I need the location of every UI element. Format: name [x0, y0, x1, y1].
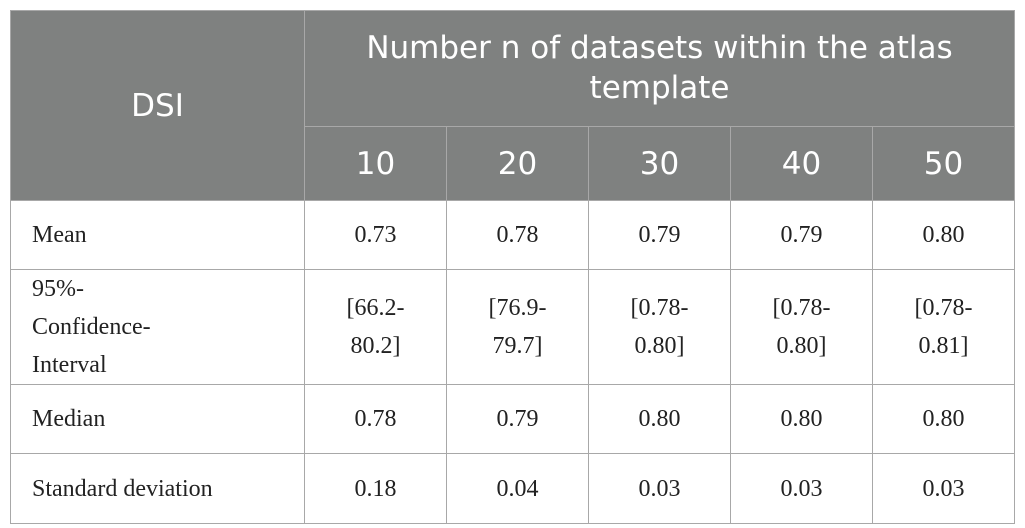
table-cell: 0.73 [304, 200, 447, 270]
table-cell: 0.78 [304, 384, 447, 454]
table-header: DSI Number n of datasets within the atla… [10, 10, 1016, 201]
row-header-dsi: DSI [10, 10, 305, 201]
table-cell: 0.80 [871, 200, 1016, 270]
row-label-standard-deviation: Standard deviation [10, 453, 305, 524]
table-row-mean: Mean 0.73 0.78 0.79 0.79 0.80 [10, 200, 1016, 270]
results-table: DSI Number n of datasets within the atla… [10, 10, 1016, 524]
table-row-standard-deviation: Standard deviation 0.18 0.04 0.03 0.03 0… [10, 453, 1016, 524]
table-cell: [0.78-0.80] [730, 269, 873, 385]
table-cell: 0.03 [730, 453, 873, 524]
column-header-20: 20 [446, 126, 589, 201]
header-row-top: DSI Number n of datasets within the atla… [10, 10, 1016, 201]
group-header-datasets: Number n of datasets within the atlas te… [303, 10, 1016, 127]
table-body: Mean 0.73 0.78 0.79 0.79 0.80 95%-Confid… [10, 200, 1016, 524]
table-cell: 0.79 [588, 200, 731, 270]
column-header-10: 10 [304, 126, 447, 201]
table-cell: 0.80 [871, 384, 1016, 454]
row-label-mean: Mean [10, 200, 305, 270]
table-cell: 0.18 [304, 453, 447, 524]
table-cell: 0.80 [588, 384, 731, 454]
header-row-columns: 10 20 30 40 50 [11, 126, 1016, 201]
column-header-50: 50 [871, 126, 1016, 201]
row-label-median: Median [10, 384, 305, 454]
column-header-30: 30 [588, 126, 731, 201]
table-cell: 0.03 [871, 453, 1016, 524]
table-cell: 0.79 [730, 200, 873, 270]
table-row-median: Median 0.78 0.79 0.80 0.80 0.80 [10, 384, 1016, 454]
table-cell: [0.78-0.80] [588, 269, 731, 385]
table-cell: 0.80 [730, 384, 873, 454]
table-cell: 0.04 [446, 453, 589, 524]
table-cell: [76.9-79.7] [446, 269, 589, 385]
row-label-confidence-interval: 95%-Confidence-Interval [10, 269, 305, 385]
table-row-confidence-interval: 95%-Confidence-Interval [66.2-80.2] [76.… [10, 269, 1016, 385]
column-header-40: 40 [730, 126, 873, 201]
table-cell: 0.03 [588, 453, 731, 524]
table-cell: [0.78-0.81] [871, 269, 1016, 385]
table-cell: 0.78 [446, 200, 589, 270]
table-cell: [66.2-80.2] [304, 269, 447, 385]
table-cell: 0.79 [446, 384, 589, 454]
